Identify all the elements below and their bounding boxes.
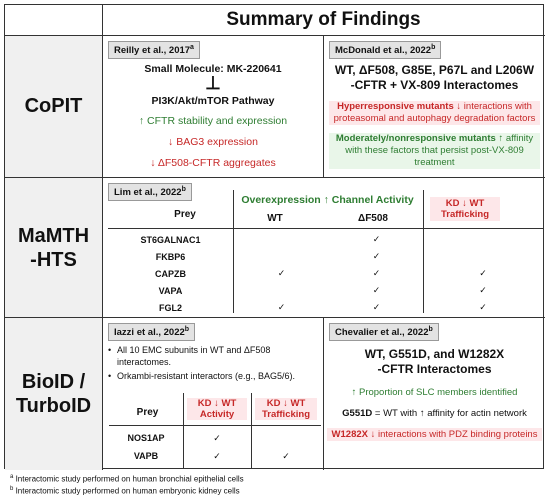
df508-cell: ✓	[372, 268, 381, 278]
table-row: FKBP6 ✓	[108, 248, 543, 265]
footnote-b: b Interactomic study performed on human …	[10, 486, 240, 496]
table-row: FGL2 ✓ ✓ ✓	[108, 299, 543, 316]
divider	[323, 317, 324, 470]
df508-cell: ✓	[372, 302, 381, 312]
iazzi-table: NOS1AP ✓ VAPB ✓ ✓	[109, 429, 321, 465]
table-rule	[251, 393, 252, 468]
iazzi-col-activity: KD ↓ WT Activity	[187, 398, 247, 420]
prey-cell: FKBP6	[155, 251, 186, 262]
citation-iazzi: Iazzi et al., 2022b	[108, 323, 196, 342]
kd-cell	[423, 248, 543, 265]
citation-reilly: Reilly et al., 2017a	[108, 41, 200, 60]
prey-cell: VAPB	[133, 451, 159, 461]
inhibition-icon: ⊥	[205, 73, 221, 93]
wt-cell: ✓	[277, 302, 286, 312]
kd-cell	[423, 231, 543, 248]
chevalier-heading-1: WT, G551D, and W1282X	[364, 347, 505, 361]
divider	[5, 35, 545, 36]
prey-cell: CAPZB	[155, 268, 186, 279]
divider	[5, 317, 545, 318]
iazzi-col-trafficking: KD ↓ WT Trafficking	[255, 398, 317, 420]
table-row: NOS1AP ✓	[109, 429, 321, 447]
kd-cell: ✓	[479, 302, 487, 312]
summary-frame: Summary of Findings CoPIT MaMTH -HTS Bio…	[4, 4, 545, 470]
df508-cell: ✓	[372, 251, 381, 261]
kd-trafficking-header: KD ↓ WT Trafficking	[430, 197, 500, 221]
table-row: CAPZB ✓ ✓ ✓	[108, 265, 543, 282]
activity-cell: ✓	[213, 432, 221, 443]
divider	[5, 177, 545, 178]
col-df508: ΔF508	[358, 213, 388, 224]
mcdonald-heading-2: -CFTR + VX-809 Interactomes	[350, 78, 519, 92]
finding-hyperresponsive: Hyperresponsive mutants ↓ interactions w…	[329, 101, 540, 125]
table-row: ST6GALNAC1 ✓	[108, 231, 543, 248]
citation-mcdonald: McDonald et al., 2022b	[329, 41, 442, 60]
prey-cell: NOS1AP	[127, 433, 165, 443]
prey-cell: FGL2	[158, 302, 182, 313]
lim-table: ST6GALNAC1 ✓ FKBP6 ✓ CAPZB ✓ ✓ ✓ VAPA ✓ ✓ FGL2 ✓ ✓ ✓	[108, 231, 543, 316]
page-title: Summary of Findings	[226, 9, 421, 30]
finding-slc: ↑ Proportion of SLC members identified	[351, 387, 518, 398]
molecule-label: Small Molecule: MK-220641	[144, 63, 282, 75]
prey-cell: VAPA	[158, 285, 183, 296]
divider	[323, 35, 324, 177]
col-prey: Prey	[174, 209, 196, 220]
wt-cell	[233, 282, 330, 299]
row-label-copit: CoPIT	[5, 36, 102, 177]
footnote-a: a Interactomic study performed on human …	[10, 474, 244, 484]
divider	[102, 5, 103, 470]
citation-lim: Lim et al., 2022b	[108, 183, 192, 202]
kd-cell: ✓	[479, 285, 487, 295]
table-row: VAPB ✓ ✓	[109, 447, 321, 465]
col-wt: WT	[267, 213, 283, 224]
table-rule	[423, 190, 424, 313]
chevalier-heading-2: -CFTR Interactomes	[377, 362, 492, 376]
trafficking-cell: ✓	[282, 450, 290, 461]
finding-moderate: Moderately/nonresponsive mutants ↑ affin…	[329, 133, 540, 169]
table-rule	[109, 425, 321, 426]
mcdonald-heading-1: WT, ΔF508, G85E, P67L and L206W	[334, 63, 535, 77]
finding-w1282x: W1282X ↓ interactions with PDZ binding p…	[327, 428, 542, 441]
wt-cell: ✓	[277, 268, 286, 278]
trafficking-cell	[251, 429, 321, 447]
bullet-orkambi: Orkambi-resistant interactors (e.g., BAG…	[108, 370, 295, 382]
table-rule	[233, 190, 234, 313]
row-label-mamth: MaMTH -HTS	[5, 178, 102, 317]
table-rule	[183, 393, 184, 468]
kd-cell: ✓	[479, 268, 487, 278]
overexpression-header: Overexpression ↑ Channel Activity	[241, 194, 414, 206]
row-label-bioid: BioID / TurboID	[5, 318, 102, 470]
wt-cell	[233, 248, 330, 265]
finding-g551d: G551D = WT with ↑ affinity for actin net…	[342, 408, 527, 419]
finding-bag3: ↓ BAG3 expression	[168, 136, 258, 148]
citation-chevalier: Chevalier et al., 2022b	[329, 323, 439, 342]
table-row: VAPA ✓ ✓	[108, 282, 543, 299]
df508-cell: ✓	[372, 234, 381, 244]
bullet-emc: All 10 EMC subunits in WT and ΔF508inter…	[108, 344, 270, 368]
pathway-label: PI3K/Akt/mTOR Pathway	[151, 95, 275, 107]
wt-cell	[233, 231, 330, 248]
df508-cell: ✓	[372, 285, 381, 295]
prey-cell: ST6GALNAC1	[140, 234, 201, 245]
activity-cell: ✓	[213, 450, 221, 461]
table-rule	[108, 228, 543, 229]
finding-stability: ↑ CFTR stability and expression	[138, 115, 288, 127]
iazzi-col-prey: Prey	[136, 407, 159, 418]
finding-aggregates: ↓ ΔF508-CFTR aggregates	[150, 157, 276, 169]
